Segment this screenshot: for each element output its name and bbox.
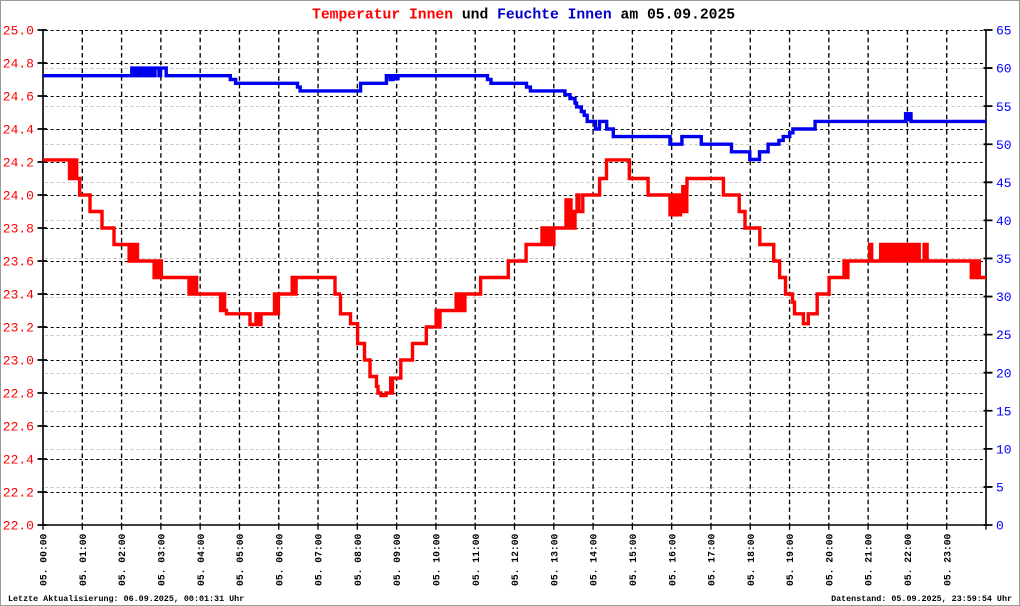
svg-text:05. 14:00: 05. 14:00: [589, 533, 600, 586]
svg-text:50: 50: [996, 138, 1012, 153]
svg-text:30: 30: [996, 290, 1012, 305]
svg-text:05. 19:00: 05. 19:00: [785, 533, 796, 586]
svg-text:23.4: 23.4: [3, 288, 34, 303]
svg-text:23.0: 23.0: [3, 354, 34, 369]
svg-text:05. 15:00: 05. 15:00: [628, 533, 639, 586]
svg-text:05. 08:00: 05. 08:00: [353, 533, 364, 586]
svg-text:24.2: 24.2: [3, 156, 34, 171]
svg-text:35: 35: [996, 252, 1012, 267]
svg-text:05. 11:00: 05. 11:00: [471, 533, 482, 586]
svg-text:05. 13:00: 05. 13:00: [549, 533, 560, 586]
svg-text:05. 21:00: 05. 21:00: [864, 533, 875, 586]
svg-text:05. 03:00: 05. 03:00: [157, 533, 168, 586]
svg-text:Datenstand: 05.09.2025, 23:59:: Datenstand: 05.09.2025, 23:59:54 Uhr: [831, 594, 1012, 604]
svg-text:05. 06:00: 05. 06:00: [274, 533, 285, 586]
svg-text:22.6: 22.6: [3, 420, 34, 435]
svg-text:22.2: 22.2: [3, 486, 34, 501]
svg-text:Temperatur Innen und Feuchte I: Temperatur Innen und Feuchte Innen am 05…: [312, 8, 735, 24]
svg-text:05. 16:00: 05. 16:00: [667, 533, 678, 586]
svg-text:55: 55: [996, 100, 1012, 115]
svg-text:05. 01:00: 05. 01:00: [78, 533, 89, 586]
svg-text:05. 18:00: 05. 18:00: [746, 533, 757, 586]
svg-text:05. 02:00: 05. 02:00: [117, 533, 128, 586]
svg-text:20: 20: [996, 366, 1012, 381]
svg-text:05. 09:00: 05. 09:00: [392, 533, 403, 586]
svg-text:24.4: 24.4: [3, 123, 34, 138]
svg-text:05. 07:00: 05. 07:00: [314, 533, 325, 586]
svg-text:24.8: 24.8: [3, 57, 34, 72]
svg-text:24.6: 24.6: [3, 90, 34, 105]
svg-text:22.4: 22.4: [3, 453, 34, 468]
svg-text:5: 5: [996, 481, 1004, 496]
svg-text:05. 00:00: 05. 00:00: [39, 533, 50, 586]
svg-text:0: 0: [996, 519, 1004, 534]
svg-text:23.8: 23.8: [3, 222, 34, 237]
svg-text:40: 40: [996, 214, 1012, 229]
svg-text:22.8: 22.8: [3, 387, 34, 402]
svg-text:Letzte Aktualisierung: 06.09.2: Letzte Aktualisierung: 06.09.2025, 00:01…: [8, 594, 244, 604]
svg-text:05. 12:00: 05. 12:00: [510, 533, 521, 586]
svg-text:23.2: 23.2: [3, 321, 34, 336]
svg-text:65: 65: [996, 24, 1012, 39]
svg-text:25.0: 25.0: [3, 24, 34, 39]
svg-text:22.0: 22.0: [3, 519, 34, 534]
svg-text:05. 17:00: 05. 17:00: [707, 533, 718, 586]
svg-text:05. 20:00: 05. 20:00: [824, 533, 835, 586]
svg-text:05. 22:00: 05. 22:00: [903, 533, 914, 586]
svg-text:60: 60: [996, 62, 1012, 77]
svg-text:05. 05:00: 05. 05:00: [235, 533, 246, 586]
svg-text:24.0: 24.0: [3, 189, 34, 204]
svg-text:45: 45: [996, 176, 1012, 191]
svg-text:25: 25: [996, 328, 1012, 343]
svg-text:05. 10:00: 05. 10:00: [432, 533, 443, 586]
svg-text:23.6: 23.6: [3, 255, 34, 270]
svg-text:05. 04:00: 05. 04:00: [196, 533, 207, 586]
svg-text:10: 10: [996, 442, 1012, 457]
svg-text:15: 15: [996, 404, 1012, 419]
svg-text:05. 23:00: 05. 23:00: [942, 533, 953, 586]
